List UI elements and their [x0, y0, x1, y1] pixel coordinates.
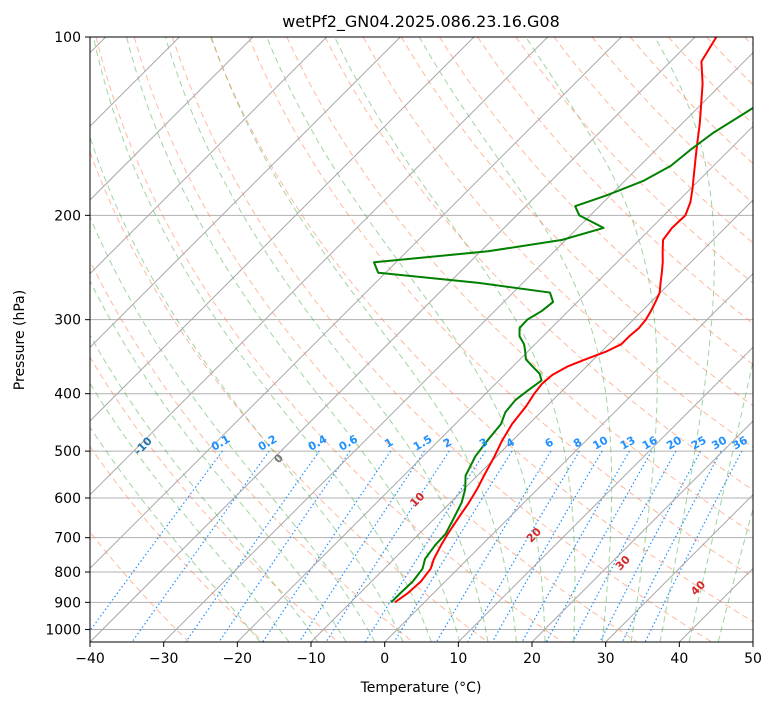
x-tick-label: −10	[296, 651, 326, 667]
y-tick-label: 100	[54, 30, 81, 46]
x-tick-label: 10	[449, 651, 467, 667]
dry-adiabat-line	[95, 37, 563, 642]
x-axis-label: Temperature (°C)	[360, 680, 482, 696]
y-tick-label: 200	[54, 208, 81, 224]
moist-adiabat-line	[717, 506, 753, 642]
dry-adiabat-line	[90, 150, 488, 642]
mixing-ratio-line	[644, 450, 743, 642]
y-tick-label: 800	[54, 565, 81, 581]
x-tick-label: 40	[670, 651, 688, 667]
y-tick-label: 600	[54, 491, 81, 507]
dry-adiabat-line	[439, 37, 753, 366]
x-axis-ticks: −40 −30 −20 −10 0 10 20 30 40 50	[75, 642, 762, 667]
x-tick-label: −30	[149, 651, 179, 667]
moist-adiabat-line	[90, 426, 261, 642]
y-axis-label: Pressure (hPa)	[12, 290, 28, 390]
plot-frame	[89, 36, 754, 643]
mixing-ratio-line	[545, 450, 653, 642]
mixing-ratio-line	[262, 450, 392, 642]
moist-adiabat-line	[92, 37, 432, 642]
y-tick-label: 400	[54, 387, 81, 403]
mixing-ratio-line	[491, 450, 603, 642]
x-tick-label: 50	[744, 651, 762, 667]
dry-adiabat-line	[90, 445, 264, 642]
mixing-ratio-line	[621, 450, 722, 642]
mixing-ratio-line	[218, 450, 351, 642]
y-tick-label: 1000	[45, 622, 81, 638]
dry-adiabat-line	[324, 37, 753, 491]
moist-adiabat-line	[525, 37, 658, 642]
isotherm-gridline	[384, 272, 753, 642]
data-series	[372, 37, 753, 604]
isotherm-gridline	[90, 37, 622, 570]
x-tick-label: −20	[223, 651, 253, 667]
isotherm-gridline	[90, 37, 549, 496]
y-tick-label: 700	[54, 531, 81, 547]
isotherm-gridline	[163, 51, 753, 642]
isotherm-gridline	[310, 199, 753, 642]
dewpoint-series-line	[372, 106, 753, 604]
moist-adiabat-line	[90, 215, 376, 642]
mixing-ratio-line	[521, 450, 631, 642]
y-tick-label: 500	[54, 444, 81, 460]
isotherm-gridline	[531, 420, 753, 642]
mixing-ratio-line	[298, 450, 425, 642]
moist-adiabat-line	[418, 37, 613, 642]
mixing-ratio-line	[185, 450, 320, 642]
moist-adiabat-line	[210, 37, 517, 642]
isotherm-gridline	[605, 493, 753, 642]
y-tick-label: 900	[54, 595, 81, 611]
isotherm-gridline	[90, 37, 328, 275]
isotherm-gridline	[90, 37, 475, 422]
moist-adiabats	[90, 37, 753, 642]
plot-area: 0.10.20.40.611.52346810131620253036-100-…	[90, 37, 753, 642]
temperature-series-line	[394, 37, 718, 604]
x-tick-label: −40	[75, 651, 105, 667]
dry-adiabat-line	[133, 37, 638, 642]
isotherm-gridline	[90, 37, 254, 201]
x-tick-label: 30	[597, 651, 615, 667]
moist-adiabat-line	[334, 37, 576, 642]
x-tick-label: 0	[380, 651, 389, 667]
dry-adiabat-line	[477, 37, 753, 325]
isotherm-gridline	[236, 125, 753, 642]
dry-adiabat-line	[248, 37, 753, 578]
moist-adiabat-line	[654, 37, 715, 642]
moist-adiabat-line	[266, 37, 546, 642]
moist-adiabat-line	[90, 334, 319, 642]
mixing-ratio-line	[572, 450, 677, 642]
dry-adiabat-line	[210, 37, 753, 623]
isotherm-gridline	[90, 37, 401, 349]
isobar-grid	[90, 37, 753, 630]
isotherm-gridline	[457, 346, 753, 642]
y-tick-label: 300	[54, 313, 81, 329]
x-tick-label: 20	[523, 651, 541, 667]
mixing-ratio-line	[599, 450, 702, 642]
moist-adiabat-line	[164, 37, 489, 642]
y-axis-ticks: 100 200 300 400 500 600 700 800 900 1000	[45, 30, 90, 638]
moist-adiabat-line	[90, 382, 290, 642]
moist-adiabat-line	[688, 358, 753, 642]
moist-adiabat-line	[126, 37, 461, 642]
mixing-ratio-line	[90, 450, 223, 632]
chart-title: wetPf2_GN04.2025.086.23.16.G08	[282, 12, 560, 32]
skewed-isotherms	[90, 37, 753, 642]
dry-adiabat-line	[90, 356, 339, 642]
moist-adiabat-line	[90, 135, 404, 642]
isotherm-gridline	[90, 37, 696, 642]
